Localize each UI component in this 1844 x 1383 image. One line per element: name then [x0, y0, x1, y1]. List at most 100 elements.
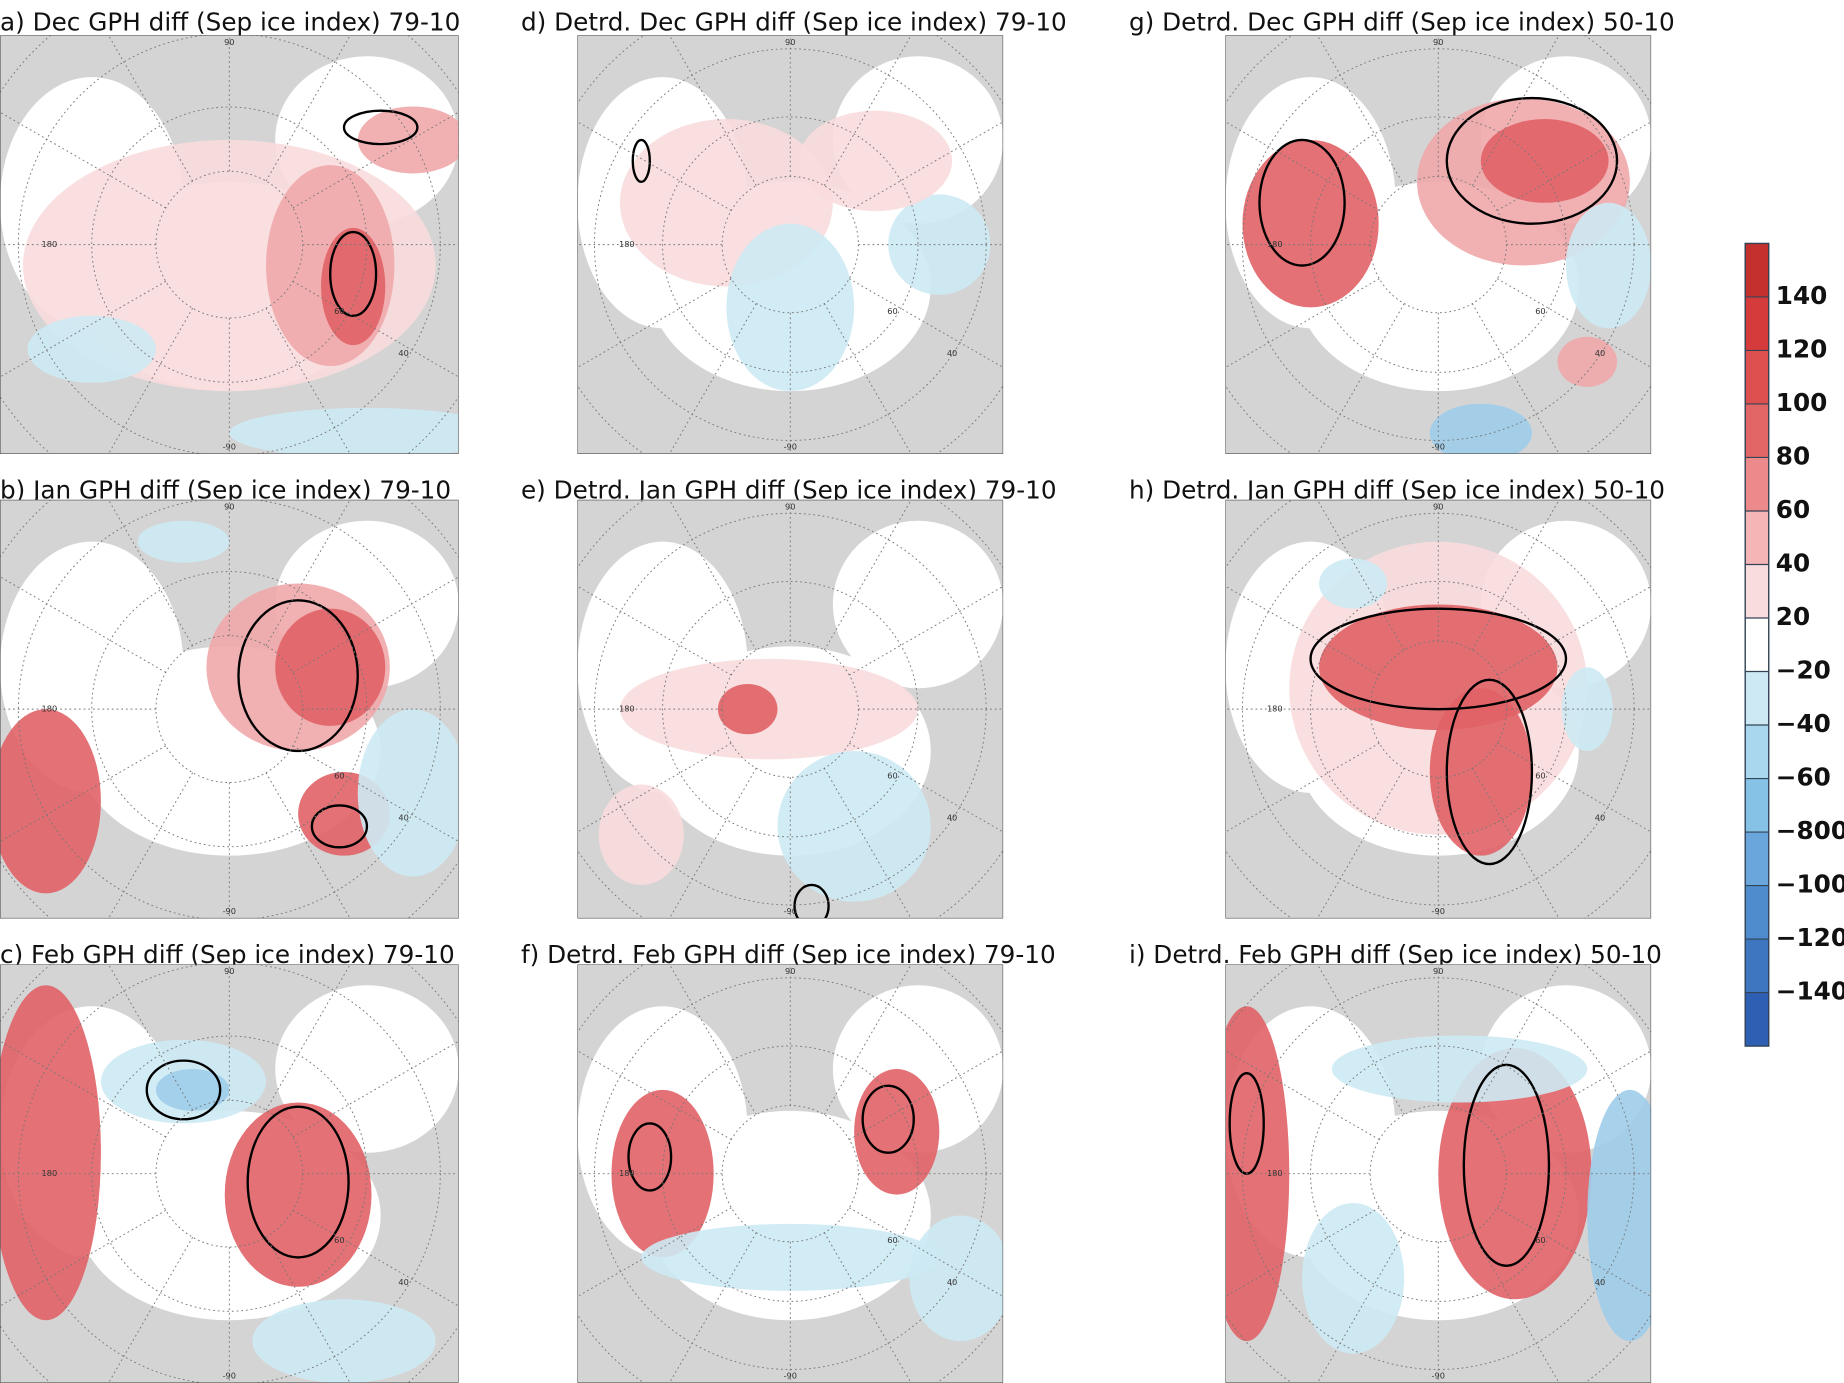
- ocean: [832, 520, 1004, 689]
- anomaly: [155, 1069, 230, 1111]
- meridian: [107, 35, 194, 182]
- anomaly: [224, 1102, 372, 1287]
- meridian: [1316, 767, 1405, 919]
- meridian: [577, 1050, 732, 1141]
- meridian: [0, 280, 167, 378]
- meridian: [1471, 35, 1560, 186]
- map-label: 40: [947, 348, 957, 358]
- meridian: [292, 111, 459, 209]
- map-label: 60: [1535, 1235, 1545, 1245]
- meridian: [849, 1050, 1004, 1141]
- anomaly: [357, 709, 459, 877]
- meridian: [265, 35, 351, 182]
- anomaly: [1587, 1089, 1652, 1342]
- contour: [145, 1059, 222, 1121]
- colorbar-label: 80: [1776, 441, 1810, 470]
- meridian: [577, 278, 732, 369]
- colorbar-swatch: [1745, 403, 1769, 458]
- meridian: [668, 35, 757, 186]
- map-label: 60: [1535, 306, 1545, 316]
- meridian: [1497, 1207, 1652, 1298]
- meridian: [265, 772, 351, 919]
- meridian: [577, 1207, 732, 1298]
- meridian: [1316, 964, 1405, 1115]
- meridian: [0, 745, 167, 843]
- colorbar-label: 60: [1776, 495, 1810, 524]
- latitude: [662, 580, 919, 838]
- contour: [1309, 607, 1568, 711]
- meridian: [668, 1232, 757, 1383]
- map-label: 90: [224, 37, 234, 47]
- map-label: 180: [1267, 239, 1283, 249]
- meridian: [823, 303, 912, 454]
- map-label: -90: [223, 906, 236, 916]
- map-label: 90: [785, 37, 795, 47]
- latitude: [1310, 116, 1567, 373]
- map-label: 40: [398, 1277, 408, 1287]
- map-panel: [0, 964, 459, 1383]
- contour: [329, 230, 378, 317]
- map-label: 60: [334, 306, 344, 316]
- colorbar-label: −20: [1776, 656, 1831, 685]
- contour: [1258, 138, 1346, 267]
- anomaly: [1242, 139, 1379, 308]
- map-panel: [0, 35, 459, 454]
- map-label: 40: [398, 812, 408, 822]
- meridian: [668, 767, 757, 919]
- colorbar-label: −120: [1776, 923, 1844, 952]
- meridian: [107, 307, 194, 454]
- panel-title: f) Detrd. Feb GPH diff (Sep ice index) 7…: [521, 940, 1056, 969]
- panel-title: c) Feb GPH diff (Sep ice index) 79-10: [0, 940, 455, 969]
- colorbar-label: 20: [1776, 602, 1810, 631]
- map-panel: [577, 499, 1004, 919]
- colorbar-label: −140: [1776, 977, 1844, 1006]
- latitude: [1310, 580, 1567, 838]
- colorbar-swatch: [1745, 457, 1769, 511]
- anomaly: [777, 751, 931, 902]
- colorbar-swatch: [1745, 671, 1769, 726]
- meridian: [292, 745, 459, 843]
- meridian: [1497, 585, 1652, 676]
- meridian: [107, 964, 194, 1111]
- map-label: 40: [398, 348, 408, 358]
- contour: [627, 1122, 673, 1192]
- meridian: [1471, 767, 1560, 919]
- anomaly: [1319, 558, 1388, 609]
- meridian: [0, 111, 167, 209]
- anomaly: [717, 684, 778, 735]
- anomaly: [1302, 1202, 1405, 1354]
- meridian: [292, 1209, 459, 1307]
- colorbar-swatch: [1745, 778, 1769, 833]
- map-label: -90: [1432, 906, 1445, 916]
- panel-title: e) Detrd. Jan GPH diff (Sep ice index) 7…: [521, 476, 1057, 505]
- map-label: 180: [619, 239, 635, 249]
- meridian: [668, 964, 757, 1115]
- anomaly: [1225, 1006, 1290, 1342]
- panel-title: a) Dec GPH diff (Sep ice index) 79-10: [0, 8, 460, 37]
- panel-title: b) Jan GPH diff (Sep ice index) 79-10: [0, 476, 451, 505]
- colorbar-label: 100: [1776, 388, 1828, 417]
- colorbar-swatch: [1745, 296, 1769, 351]
- meridian: [107, 1236, 194, 1383]
- latitude: [1369, 1105, 1507, 1243]
- panel-title: g) Detrd. Dec GPH diff (Sep ice index) 5…: [1129, 8, 1675, 37]
- meridian: [107, 499, 194, 646]
- anomaly: [275, 608, 386, 726]
- map-label: 60: [1535, 771, 1545, 781]
- meridian: [1497, 278, 1652, 369]
- meridian: [823, 767, 912, 919]
- meridian: [265, 307, 351, 454]
- meridian: [849, 278, 1004, 369]
- meridian: [1316, 499, 1405, 651]
- meridian: [577, 742, 732, 833]
- contour: [861, 1084, 915, 1154]
- meridian: [1225, 1207, 1380, 1298]
- map-label: 60: [887, 771, 897, 781]
- meridian: [849, 585, 1004, 676]
- map-panel: [1225, 35, 1652, 454]
- anomaly: [726, 223, 855, 392]
- contour: [793, 883, 830, 919]
- map-label: 40: [947, 812, 957, 822]
- panel-title: i) Detrd. Feb GPH diff (Sep ice index) 5…: [1129, 940, 1662, 969]
